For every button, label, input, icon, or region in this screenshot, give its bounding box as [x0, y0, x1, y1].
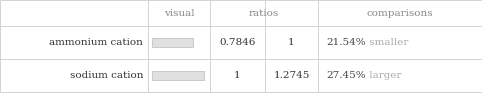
Text: 0.7846: 0.7846 — [219, 38, 255, 47]
Text: 1: 1 — [234, 71, 241, 80]
Text: visual: visual — [164, 8, 194, 17]
Text: ratios: ratios — [249, 8, 279, 17]
Bar — [152, 38, 193, 47]
Text: 27.45%: 27.45% — [326, 71, 366, 80]
Bar — [152, 71, 204, 80]
Text: ammonium cation: ammonium cation — [49, 38, 143, 47]
Text: 21.54%: 21.54% — [326, 38, 366, 47]
Text: sodium cation: sodium cation — [69, 71, 143, 80]
Text: larger: larger — [366, 71, 401, 80]
Text: smaller: smaller — [366, 38, 408, 47]
Text: 1: 1 — [288, 38, 295, 47]
Text: comparisons: comparisons — [367, 8, 433, 17]
Text: 1.2745: 1.2745 — [273, 71, 310, 80]
